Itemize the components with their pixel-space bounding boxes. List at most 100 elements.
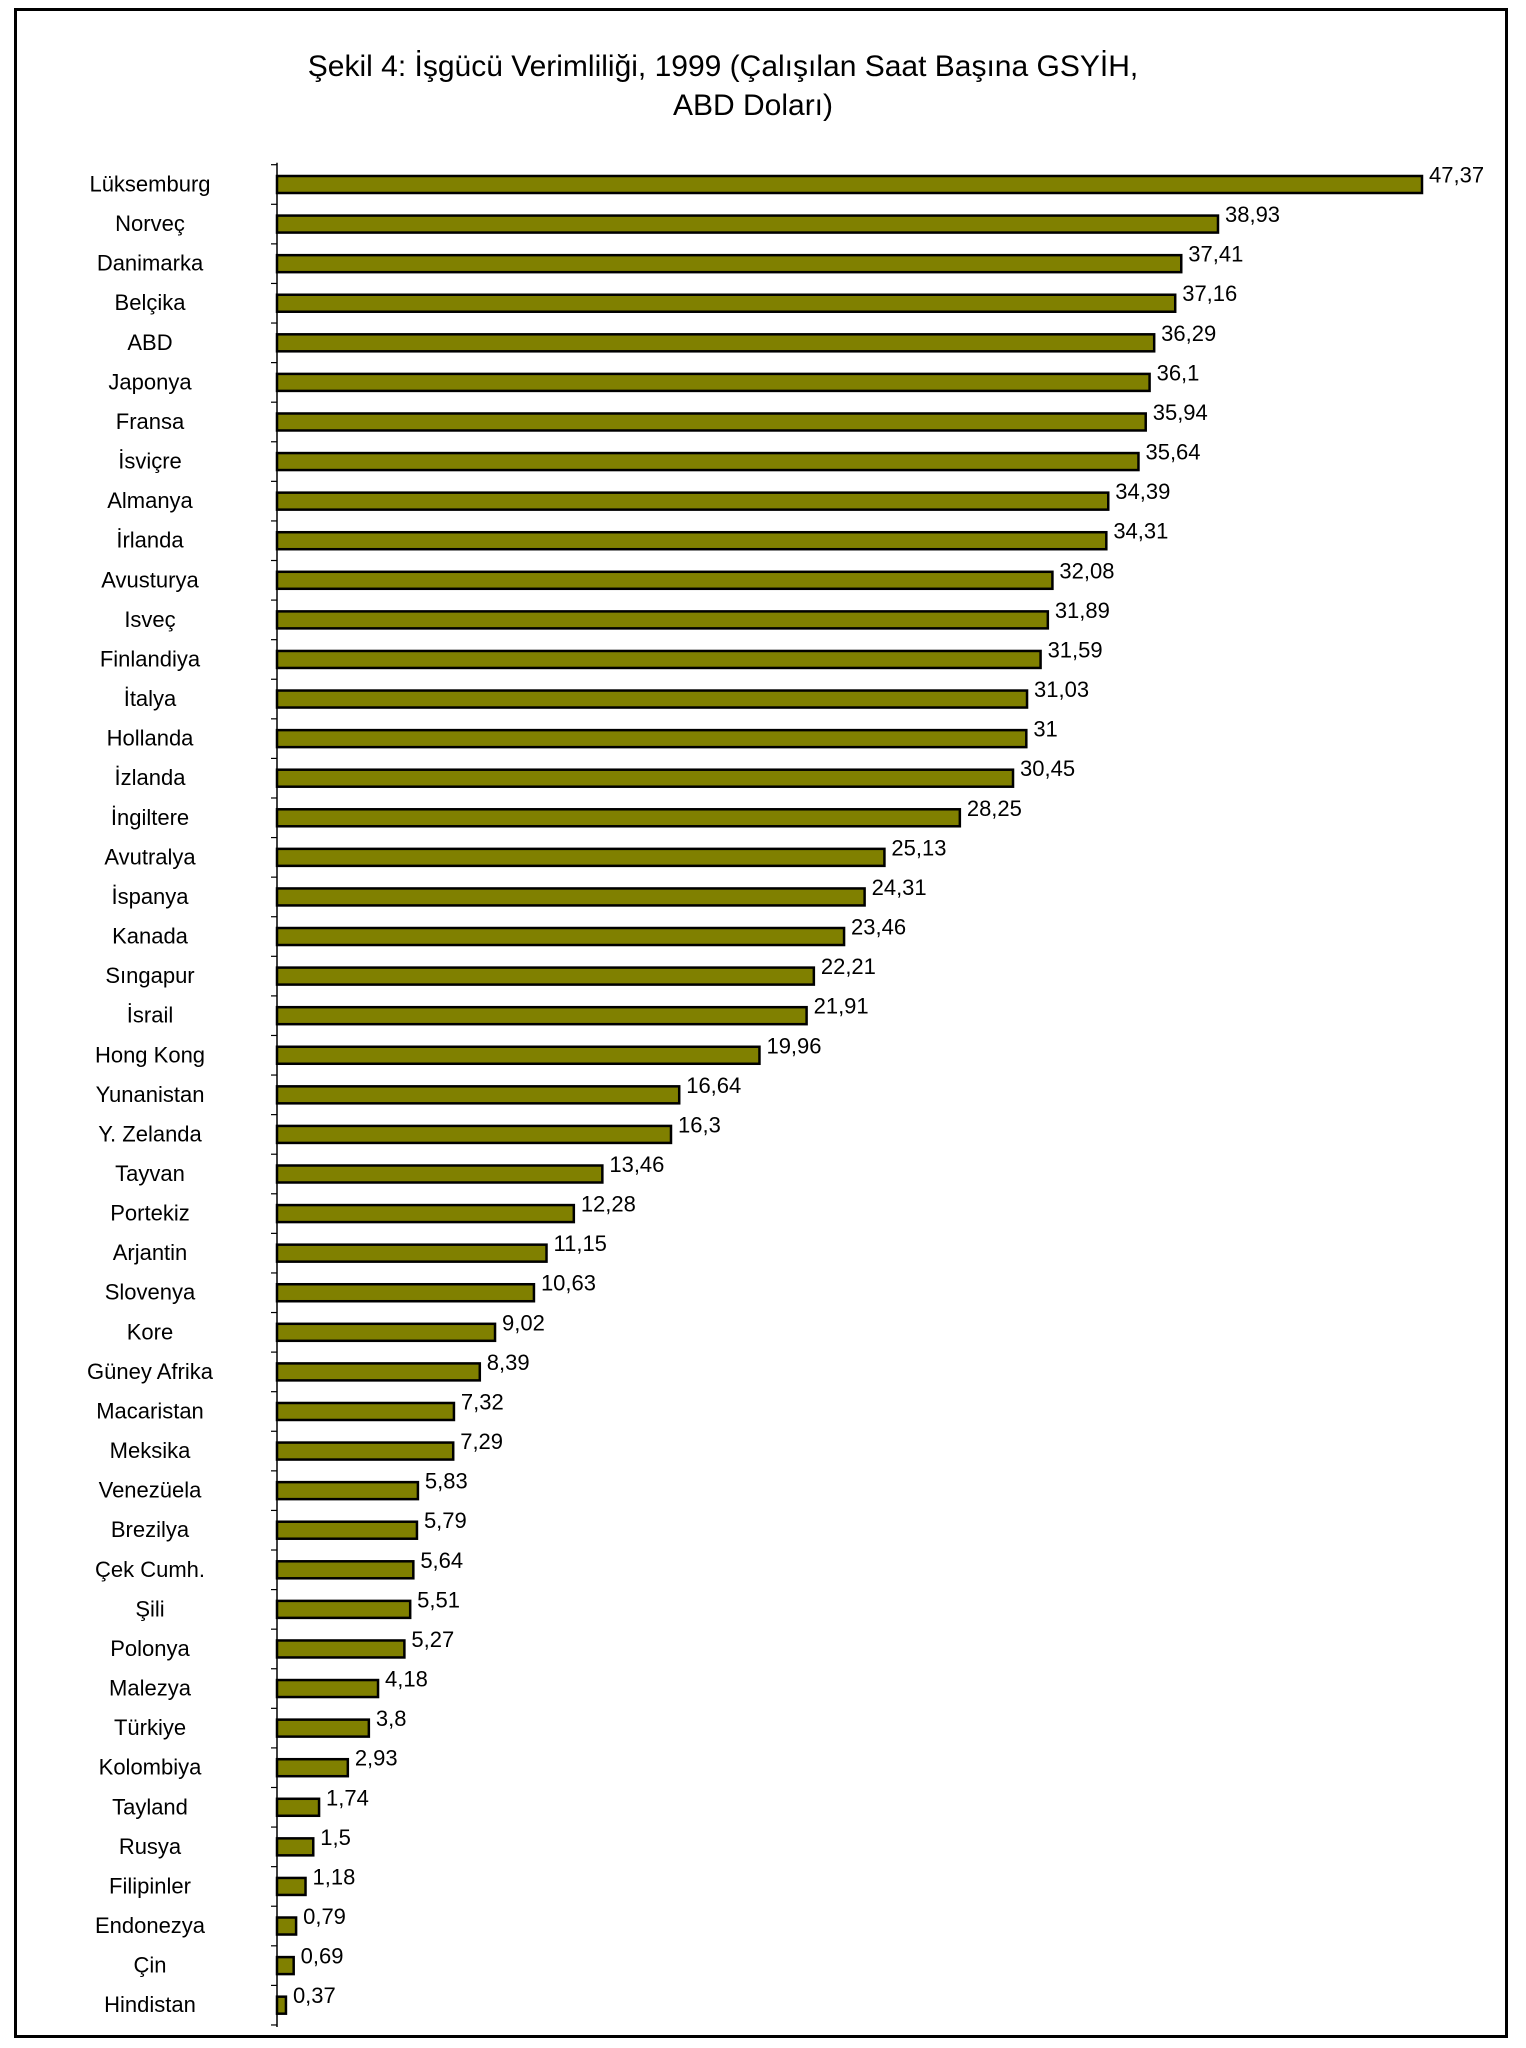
category-label: Macaristan bbox=[96, 1398, 204, 1423]
category-label: Kolombiya bbox=[99, 1755, 202, 1780]
value-label: 28,25 bbox=[967, 796, 1022, 821]
bar bbox=[275, 1282, 536, 1303]
value-label: 37,41 bbox=[1188, 242, 1243, 267]
category-label: Brezilya bbox=[111, 1517, 190, 1542]
category-label: Y. Zelanda bbox=[98, 1121, 202, 1146]
value-label: 21,91 bbox=[814, 994, 869, 1019]
value-label: 7,29 bbox=[460, 1429, 503, 1454]
bar bbox=[275, 887, 866, 907]
category-label: İsrail bbox=[127, 1003, 173, 1028]
value-label: 34,31 bbox=[1113, 519, 1168, 544]
category-label: Belçika bbox=[115, 290, 187, 315]
value-label: 31,59 bbox=[1048, 637, 1103, 662]
category-label: Japonya bbox=[108, 369, 192, 394]
value-label: 16,64 bbox=[686, 1073, 741, 1098]
category-label: Güney Afrika bbox=[87, 1359, 214, 1384]
bar bbox=[275, 1916, 298, 1936]
category-label: Danimarka bbox=[97, 251, 204, 276]
value-label: 11,15 bbox=[554, 1231, 607, 1256]
chart-title-line-2: ABD Doları) bbox=[673, 89, 833, 122]
value-label: 5,64 bbox=[420, 1548, 463, 1573]
bar bbox=[275, 174, 1424, 195]
value-label: 31,03 bbox=[1034, 677, 1089, 702]
bar bbox=[275, 451, 1140, 472]
bar bbox=[275, 966, 816, 986]
category-label: Portekiz bbox=[110, 1201, 189, 1226]
category-label: Tayvan bbox=[115, 1161, 185, 1186]
category-label: Türkiye bbox=[114, 1715, 186, 1740]
category-label: Endonezya bbox=[95, 1913, 206, 1938]
category-label: Filipinler bbox=[109, 1873, 191, 1898]
value-label: 36,29 bbox=[1161, 321, 1216, 346]
bar bbox=[275, 1441, 455, 1461]
category-label: Sıngapur bbox=[105, 963, 194, 988]
bar bbox=[275, 1203, 576, 1224]
value-label: 37,16 bbox=[1182, 281, 1237, 306]
value-label: 31,89 bbox=[1055, 598, 1110, 623]
bar bbox=[275, 689, 1029, 709]
category-label: İspanya bbox=[111, 884, 189, 909]
category-label: Kore bbox=[127, 1319, 173, 1344]
value-label: 38,93 bbox=[1225, 202, 1280, 227]
bar bbox=[275, 1124, 673, 1145]
bar bbox=[275, 214, 1220, 234]
category-label: Meksika bbox=[110, 1438, 191, 1463]
category-label: Rusya bbox=[119, 1834, 182, 1859]
bar bbox=[275, 530, 1108, 551]
category-label: İtalya bbox=[124, 686, 177, 711]
bar bbox=[275, 768, 1015, 788]
category-label: Venezüela bbox=[99, 1478, 203, 1503]
bar bbox=[275, 570, 1054, 591]
value-label: 24,31 bbox=[872, 875, 927, 900]
category-label: Isveç bbox=[124, 607, 175, 632]
value-label: 32,08 bbox=[1059, 558, 1114, 583]
category-label: Şili bbox=[135, 1596, 164, 1621]
bar bbox=[275, 1995, 288, 2015]
category-label: Tayland bbox=[112, 1794, 188, 1819]
bar bbox=[275, 1362, 482, 1382]
bar bbox=[275, 1401, 456, 1422]
bar bbox=[275, 1955, 295, 1976]
bar bbox=[275, 1322, 497, 1343]
value-label: 2,93 bbox=[355, 1746, 398, 1771]
bar bbox=[275, 1560, 415, 1580]
value-label: 25,13 bbox=[891, 835, 946, 860]
value-label: 22,21 bbox=[821, 954, 876, 979]
value-label: 3,8 bbox=[376, 1706, 407, 1731]
category-label: İrlanda bbox=[116, 528, 184, 553]
bar bbox=[275, 1164, 604, 1184]
bar bbox=[275, 1876, 307, 1897]
value-label: 5,27 bbox=[411, 1627, 454, 1652]
category-label: Çek Cumh. bbox=[95, 1557, 205, 1582]
value-label: 19,96 bbox=[766, 1033, 821, 1058]
category-label: Avusturya bbox=[101, 567, 199, 592]
value-label: 30,45 bbox=[1020, 756, 1075, 781]
chart-title-line-1: Şekil 4: İşgücü Verimliliği, 1999 (Çalış… bbox=[308, 50, 1138, 83]
bar bbox=[275, 333, 1156, 353]
category-label: Avutralya bbox=[104, 844, 196, 869]
bar bbox=[275, 372, 1151, 393]
bar bbox=[275, 1639, 406, 1659]
value-label: 9,02 bbox=[502, 1310, 545, 1335]
bar bbox=[275, 1757, 350, 1778]
category-label: İngiltere bbox=[111, 805, 189, 830]
category-label: Almanya bbox=[107, 488, 193, 513]
value-label: 7,32 bbox=[461, 1389, 504, 1414]
category-label: Fransa bbox=[116, 409, 185, 434]
category-label: Norveç bbox=[115, 211, 185, 236]
bar bbox=[275, 1678, 380, 1699]
category-label: Slovenya bbox=[105, 1280, 196, 1305]
category-label: Hindistan bbox=[104, 1992, 196, 2017]
bar bbox=[275, 491, 1110, 511]
bar bbox=[275, 649, 1042, 670]
value-label: 31 bbox=[1033, 717, 1057, 742]
category-label: Malezya bbox=[109, 1676, 192, 1701]
bar bbox=[275, 1045, 761, 1066]
category-label: Arjantin bbox=[113, 1240, 188, 1265]
bar bbox=[275, 1480, 420, 1501]
value-label: 0,37 bbox=[293, 1983, 336, 2008]
value-label: 35,64 bbox=[1145, 440, 1200, 465]
value-label: 1,5 bbox=[320, 1825, 351, 1850]
value-label: 16,3 bbox=[678, 1112, 721, 1137]
